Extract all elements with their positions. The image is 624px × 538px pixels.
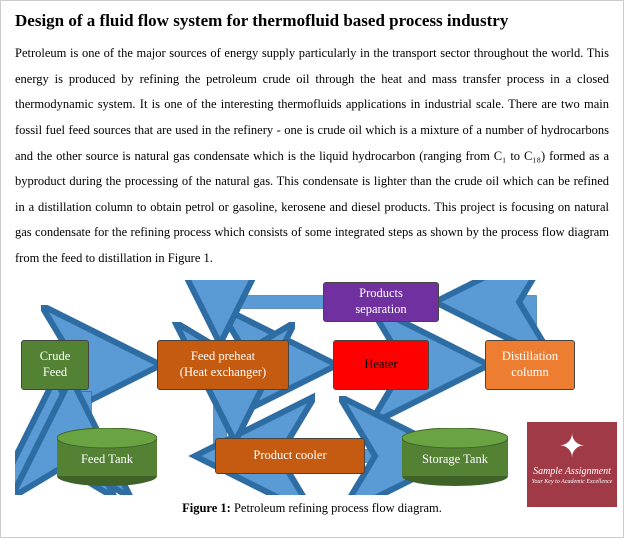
- node-feed-preheat: Feed preheat(Heat exchanger): [157, 340, 289, 390]
- process-flow-diagram: CrudeFeed Feed preheat(Heat exchanger) H…: [15, 280, 611, 495]
- feed-tank-label: Feed Tank: [57, 452, 157, 467]
- watermark-badge: ✦ Sample Assignment Your Key to Academic…: [527, 422, 617, 507]
- node-products-sep: Productsseparation: [323, 282, 439, 322]
- node-crude-feed: CrudeFeed: [21, 340, 89, 390]
- storage-tank-label: Storage Tank: [402, 452, 508, 467]
- watermark-brand: Sample Assignment: [527, 466, 617, 477]
- node-product-cooler: Product cooler: [215, 438, 365, 474]
- figure-caption: Figure 1: Petroleum refining process flo…: [15, 501, 609, 516]
- node-distillation: Distillationcolumn: [485, 340, 575, 390]
- node-heater: Heater: [333, 340, 429, 390]
- figure-caption-text: Petroleum refining process flow diagram.: [231, 501, 442, 515]
- page-title: Design of a fluid flow system for thermo…: [15, 11, 609, 31]
- node-feed-tank: Feed Tank: [57, 428, 157, 493]
- figure-caption-bold: Figure 1:: [182, 501, 231, 515]
- watermark-icon: ✦: [527, 430, 617, 462]
- watermark-tagline: Your Key to Academic Excellence: [527, 479, 617, 485]
- body-paragraph: Petroleum is one of the major sources of…: [15, 41, 609, 272]
- node-storage-tank: Storage Tank: [402, 428, 508, 493]
